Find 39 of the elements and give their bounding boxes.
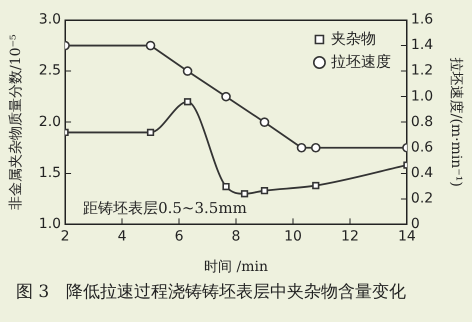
x-tick-label: 10	[284, 228, 302, 244]
y2-tick-label: 0.4	[410, 164, 434, 181]
y-axis-title: 非金属夹杂物质量分数/10⁻⁵	[8, 34, 24, 210]
point	[182, 66, 192, 76]
y2-tick-label: 1.4	[410, 37, 434, 54]
y2-tick-label: 0.6	[410, 139, 434, 156]
y-tick-label: 1.0	[38, 216, 62, 232]
y2-tick-label: 1.0	[410, 88, 434, 104]
point	[312, 182, 320, 190]
point	[146, 128, 154, 136]
legend-label: 拉坯速度	[330, 52, 391, 70]
y2-tick-label: 0.2	[410, 190, 434, 206]
point	[310, 142, 321, 153]
x-tick-label: 6	[174, 228, 184, 244]
y2-axis-title: 拉坯速度/(m·min⁻¹)	[448, 58, 464, 187]
x-tick-label: 2	[60, 228, 70, 244]
y-tick-label: 2.5	[38, 62, 62, 79]
point	[240, 190, 248, 198]
point	[146, 40, 156, 50]
point	[221, 92, 231, 102]
x-tick-label: 14	[398, 228, 416, 244]
x-tick-label: 12	[341, 228, 359, 244]
point	[260, 117, 270, 127]
caption: 图 3 降低拉速过程浇铸铸坯表层中夹杂物含量变化	[15, 281, 408, 303]
y-tick-label: 3.0	[38, 12, 62, 28]
x-tick-label: 4	[118, 228, 127, 244]
y2-tick-label: 0.8	[410, 114, 434, 130]
point	[260, 187, 268, 194]
annotation: 距铸坯表层0.5~3.5mm	[83, 198, 247, 217]
x-axis-title: 时间 /min	[204, 259, 268, 276]
x-tick-label: 8	[232, 228, 240, 244]
y-tick-label: 1.5	[38, 164, 62, 181]
legend-label: 夹杂物	[330, 29, 376, 48]
point	[296, 142, 306, 153]
y2-tick-label: 1.6	[410, 12, 434, 28]
y-tick-label: 2.0	[38, 114, 62, 130]
point	[222, 182, 230, 190]
point	[184, 98, 192, 106]
y2-tick-label: 1.2	[410, 62, 434, 79]
